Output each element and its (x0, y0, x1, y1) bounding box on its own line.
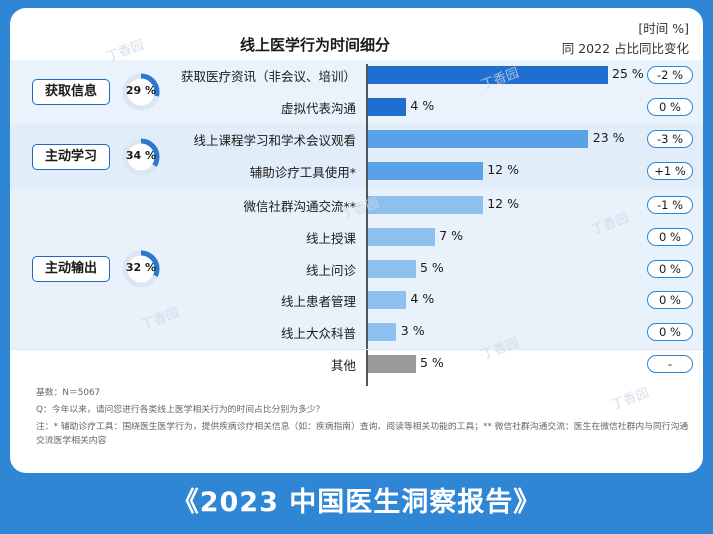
question-note: Q：今年以来，请问您进行各类线上医学相关行为的时间占比分别为多少？ (36, 405, 325, 415)
change-pill: -1 % (647, 196, 693, 214)
bar (367, 260, 416, 278)
value-label: 4 % (410, 98, 435, 113)
group-percent: 32 % (125, 261, 157, 274)
bar (367, 98, 406, 116)
bar (367, 291, 406, 309)
value-label: 12 % (487, 162, 519, 177)
value-label: 3 % (400, 323, 425, 338)
change-pill: 0 % (647, 291, 693, 309)
group-label: 主动学习 (32, 143, 110, 170)
bar (367, 323, 397, 341)
category-label: 获取医疗资讯（非会议、培训） (180, 69, 356, 84)
y-axis-line (366, 64, 368, 386)
bar (367, 196, 483, 214)
group-donut (122, 138, 160, 175)
change-pill: 0 % (647, 228, 693, 246)
group-donut (122, 250, 160, 288)
change-pill: -2 % (647, 66, 693, 84)
bar (367, 162, 483, 180)
value-label: 7 % (439, 228, 463, 243)
unit-label: [时间 %] (638, 21, 689, 36)
bar (367, 66, 608, 84)
change-header: 同 2022 占比同比变化 (561, 41, 689, 56)
group-percent: 34 % (125, 148, 157, 162)
bar (367, 228, 435, 246)
category-label: 虚拟代表沟通 (280, 101, 356, 116)
bar (367, 355, 416, 373)
bar (367, 130, 589, 148)
value-label: 5 % (420, 260, 444, 275)
category-label: 线上患者管理 (280, 294, 356, 309)
base-note: 基数：N＝5067 (36, 388, 101, 398)
category-label: 线上授课 (305, 231, 356, 246)
category-label: 微信社群沟通交流** (243, 199, 356, 214)
divider (10, 349, 703, 350)
donut-arc (122, 73, 160, 111)
value-label: 5 % (420, 355, 444, 370)
change-pill: -3 % (647, 130, 693, 148)
change-pill: - (647, 355, 693, 373)
value-label: 23 % (592, 130, 625, 145)
group-percent: 29 % (125, 84, 157, 97)
value-label: 12 % (487, 196, 519, 211)
change-pill: 0 % (647, 260, 693, 278)
category-label: 辅助诊疗工具使用* (249, 165, 356, 180)
report-card: 线上医学行为时间细分 [时间 %] 同 2022 占比同比变化 获取信息 29 %… (10, 8, 703, 473)
group-label: 主动输出 (32, 256, 110, 282)
value-label: 4 % (410, 291, 435, 306)
chart-title: 线上医学行为时间细分 (240, 36, 391, 54)
group-donut (122, 73, 160, 111)
category-label: 线上课程学习和学术会议观看 (193, 133, 356, 148)
donut-arc (122, 138, 160, 175)
category-label: 线上问诊 (305, 263, 356, 278)
donut-arc (122, 250, 160, 288)
change-pill: 0 % (647, 323, 693, 341)
category-label: 线上大众科普 (280, 326, 356, 341)
change-pill: 0 % (647, 98, 693, 116)
value-label: 25 % (612, 66, 644, 81)
change-pill: +1 % (647, 162, 693, 180)
report-title: 《2023 中国医生洞察报告》 (171, 487, 542, 518)
notes: 基数：N＝5067 Q：今年以来，请问您进行各类线上医学相关行为的时间占比分别为… (36, 386, 696, 448)
footnote: 注：* 辅助诊疗工具：围绕医生医学行为，提供疾病诊疗相关信息（如：疾病指南）查询… (36, 422, 689, 446)
category-label: 其他 (330, 358, 356, 373)
group-label: 获取信息 (32, 79, 110, 105)
